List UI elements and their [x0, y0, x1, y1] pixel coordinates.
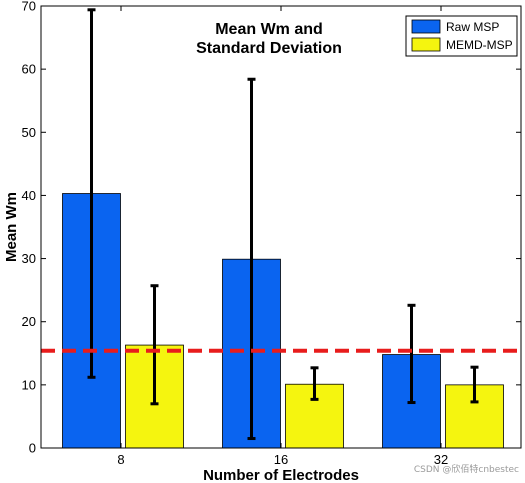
y-tick-label: 20: [22, 314, 36, 329]
chart-title-line-2: Standard Deviation: [196, 40, 342, 57]
x-axis: 8 16 32: [117, 6, 448, 467]
y-tick-label: 30: [22, 251, 36, 266]
chart-title-line-1: Mean Wm and: [215, 21, 323, 38]
y-tick-label: 70: [22, 0, 36, 14]
x-tick-label: 8: [117, 452, 124, 467]
y-tick-label: 40: [22, 188, 36, 203]
y-tick-label: 10: [22, 377, 36, 392]
y-axis-title: Mean Wm: [3, 192, 20, 262]
legend-swatch-memd-msp: [411, 37, 441, 52]
legend-swatch-raw-msp: [411, 19, 441, 34]
legend-label-raw-msp: Raw MSP: [446, 20, 499, 34]
legend-label-memd-msp: MEMD-MSP: [446, 38, 513, 52]
y-axis: 0 10 20 30 40 50 60 70: [22, 0, 521, 456]
x-tick-label: 32: [434, 452, 448, 467]
plot-background: [41, 6, 521, 448]
watermark: CSDN @欣佰特cnbestec: [413, 465, 519, 475]
x-tick-label: 16: [274, 452, 288, 467]
error-bars-group: [87, 8, 479, 441]
y-tick-label: 0: [29, 441, 36, 456]
y-tick-label: 60: [22, 62, 36, 77]
y-tick-label: 50: [22, 125, 36, 140]
legend: Raw MSP MEMD-MSP: [405, 15, 518, 57]
x-axis-title: Number of Electrodes: [203, 467, 359, 483]
